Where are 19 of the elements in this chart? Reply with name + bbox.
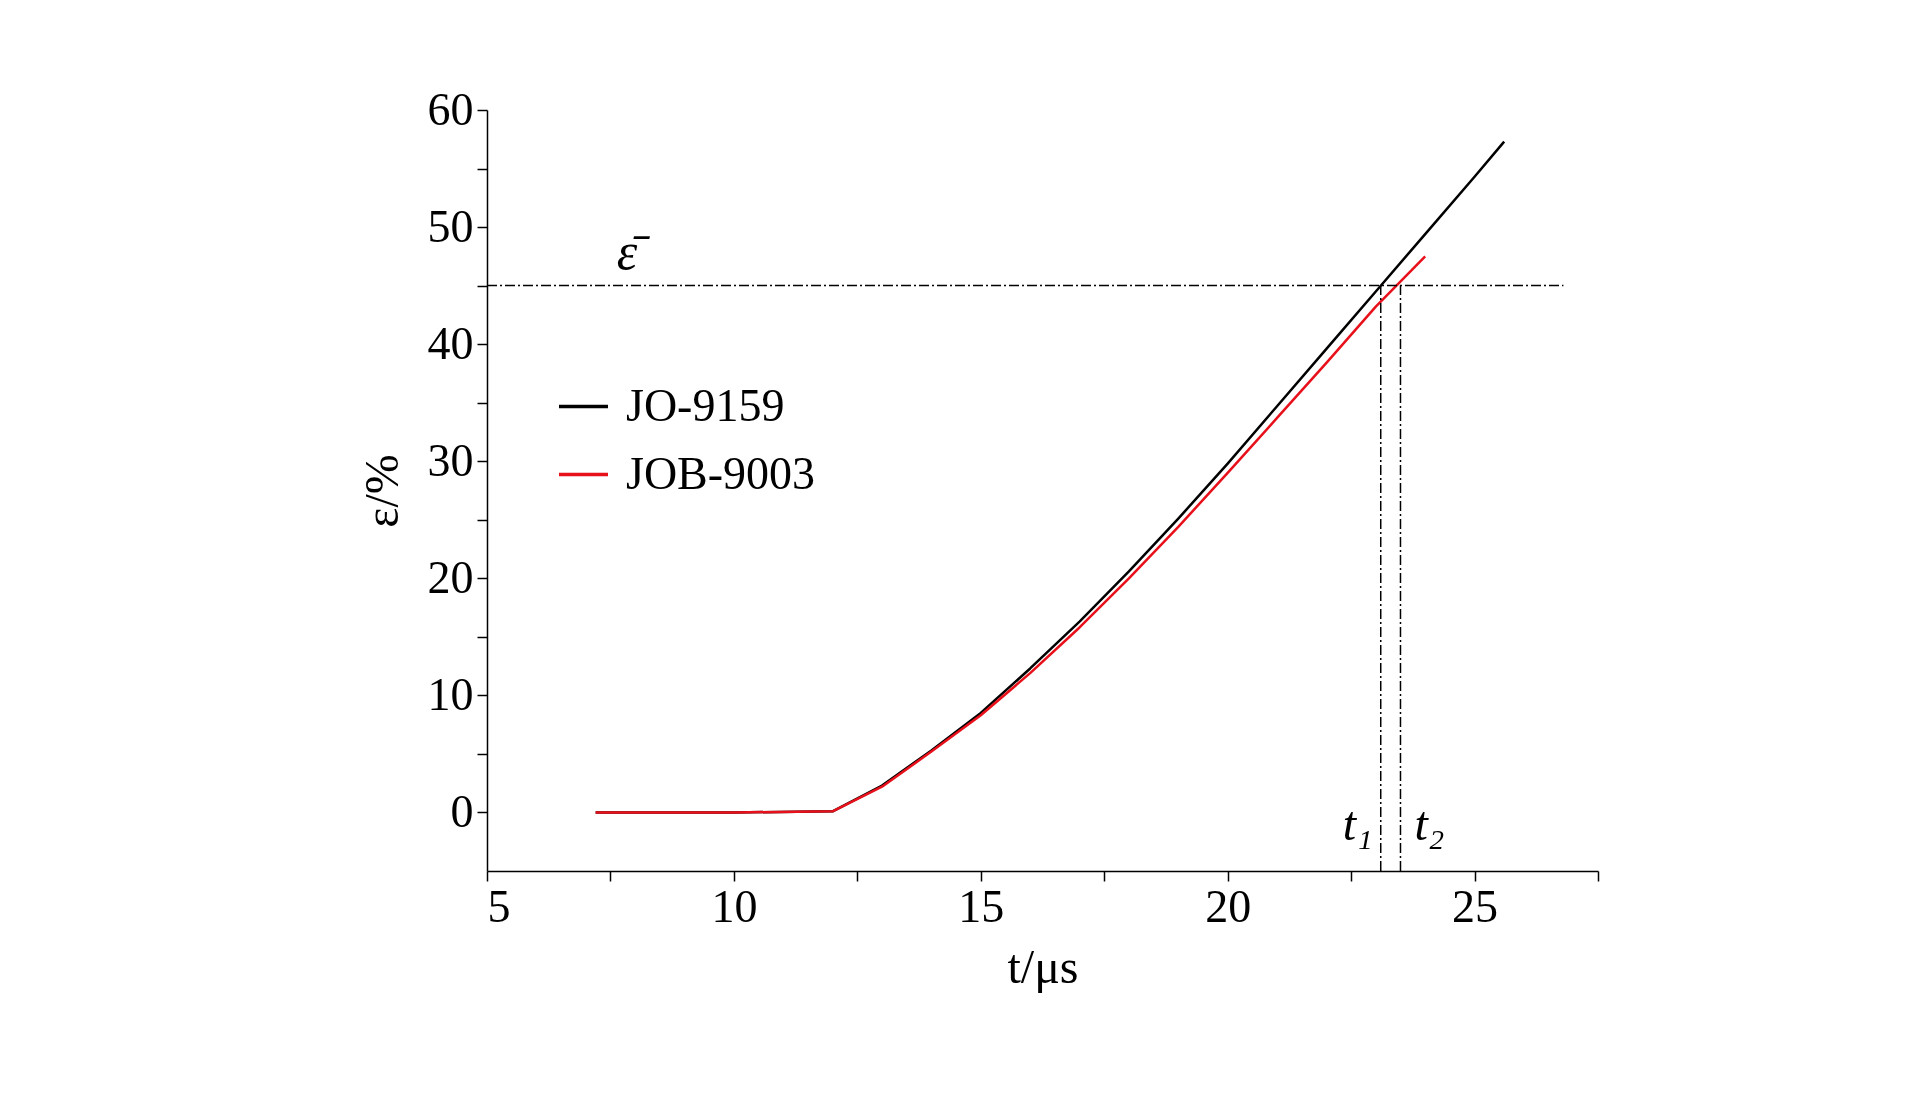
ref-line-label: t₂	[1414, 797, 1445, 850]
x-tick-label: 5	[487, 880, 511, 932]
ref-line-label: t₁	[1342, 797, 1373, 850]
x-tick-label: 20	[1205, 880, 1252, 932]
y-tick-label: 50	[427, 200, 474, 252]
y-tick-label: 0	[450, 785, 474, 837]
x-tick-label: 15	[958, 880, 1005, 932]
y-tick-label: 60	[427, 83, 474, 135]
y-tick-label: 30	[427, 434, 474, 486]
y-axis-title: ε/%	[354, 454, 408, 528]
legend-label: JOB-9003	[626, 447, 816, 499]
y-tick-label: 20	[427, 551, 474, 603]
x-tick-label: 25	[1452, 880, 1499, 932]
x-axis-title: t/μs	[1007, 939, 1079, 993]
ref-line-label: ε̄	[616, 222, 651, 280]
y-tick-label: 40	[427, 317, 474, 369]
x-tick-label: 10	[711, 880, 758, 932]
legend-label: JO-9159	[626, 379, 785, 431]
y-tick-label: 10	[427, 668, 474, 720]
